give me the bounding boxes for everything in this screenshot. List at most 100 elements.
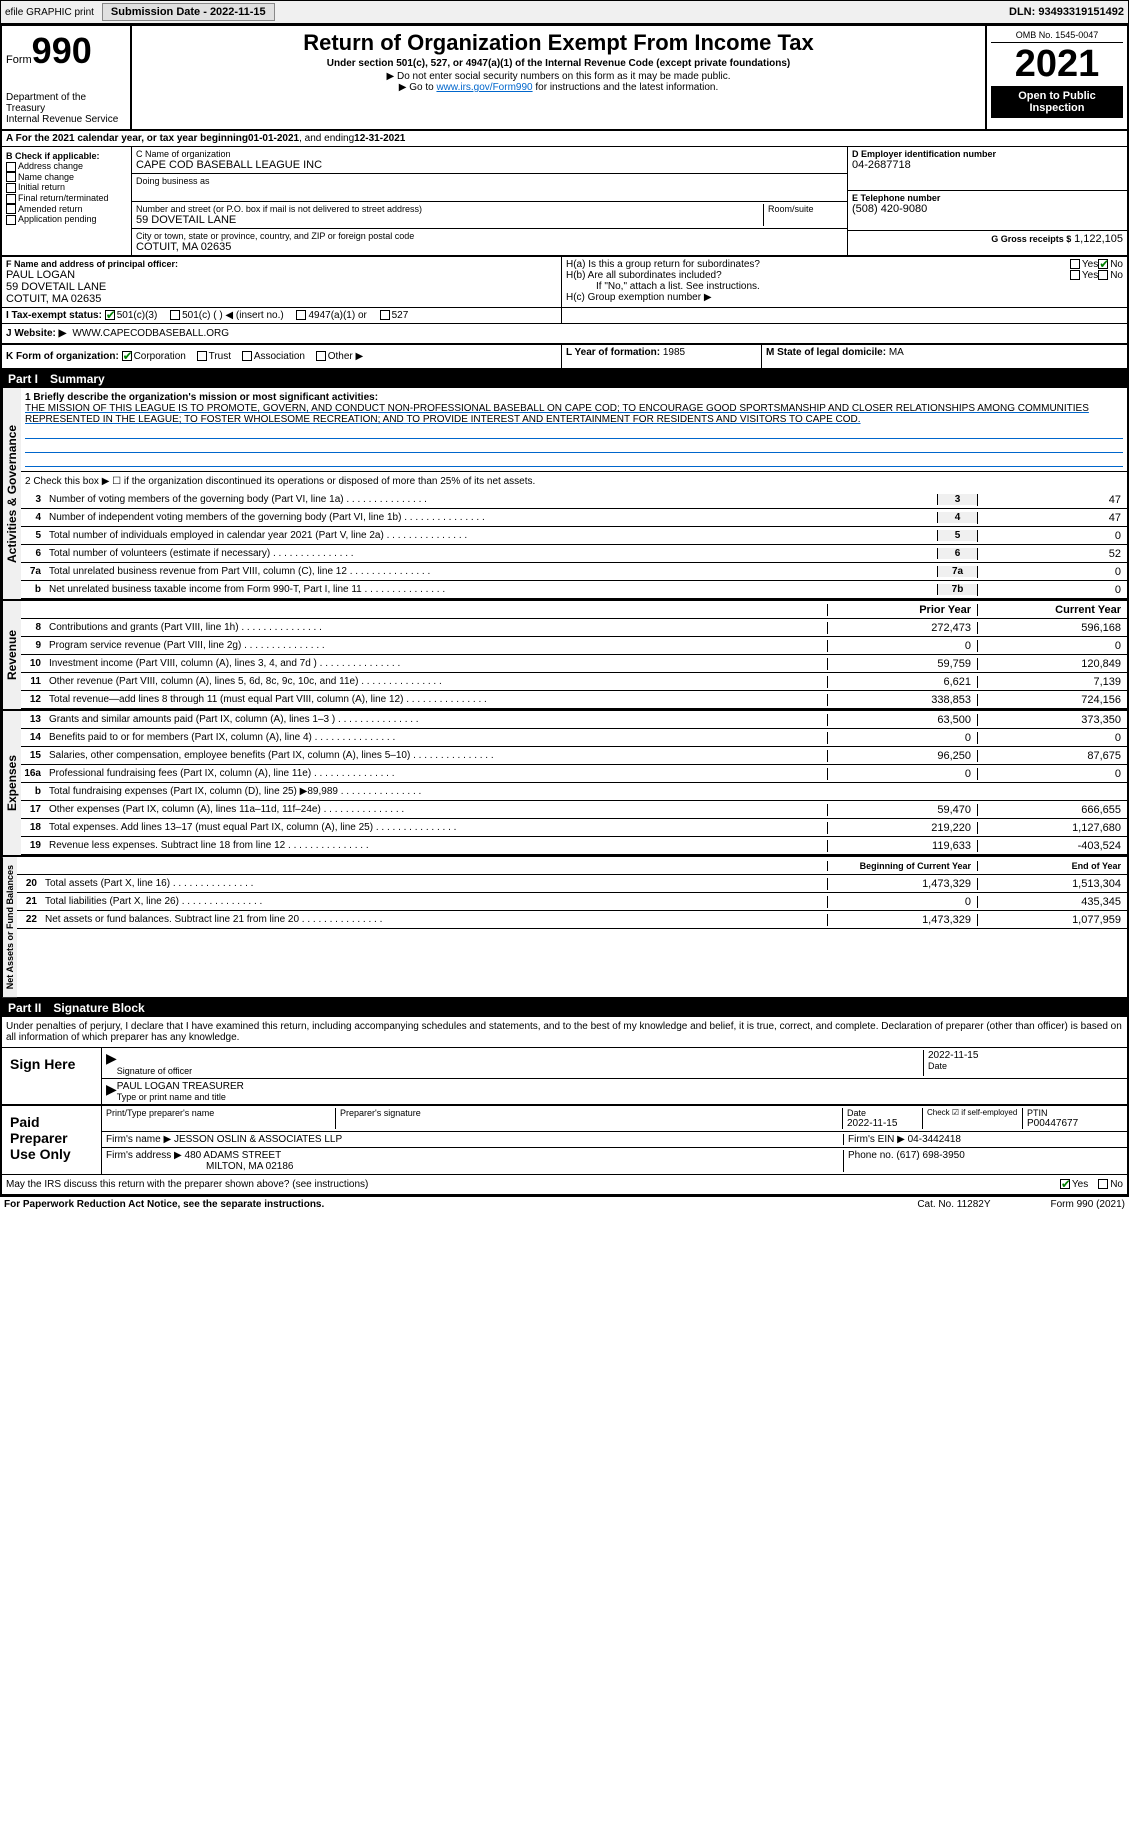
table-row: 12Total revenue—add lines 8 through 11 (… [21,691,1127,709]
form-label: Form [6,54,32,66]
firm-addr: 480 ADAMS STREET [185,1150,282,1161]
ptin: P00447677 [1027,1118,1123,1129]
cb-other[interactable] [316,351,326,361]
table-row: 20Total assets (Part X, line 16)1,473,32… [17,875,1127,893]
cb-discuss-no[interactable] [1098,1179,1108,1189]
cb-address[interactable] [6,162,16,172]
table-row: 15Salaries, other compensation, employee… [21,747,1127,765]
gross-receipts: 1,122,105 [1074,233,1123,245]
row-j: J Website: ▶ WWW.CAPECODBASEBALL.ORG [0,324,1129,345]
paid-preparer-label: Paid Preparer Use Only [2,1106,102,1174]
discuss-row: May the IRS discuss this return with the… [2,1174,1127,1194]
line2: 2 Check this box ▶ ☐ if the organization… [21,472,1127,491]
row-f-h: F Name and address of principal officer:… [0,257,1129,308]
table-row: 16aProfessional fundraising fees (Part I… [21,765,1127,783]
table-row: 17Other expenses (Part IX, column (A), l… [21,801,1127,819]
cb-initial[interactable] [6,183,16,193]
firm-name: JESSON OSLIN & ASSOCIATES LLP [174,1134,342,1145]
dept-label: Department of the Treasury [6,92,126,114]
signature-section: Under penalties of perjury, I declare th… [0,1017,1129,1196]
form-number: 990 [32,30,92,71]
side-revenue: Revenue [2,601,21,709]
table-row: 13Grants and similar amounts paid (Part … [21,711,1127,729]
mission-text: THE MISSION OF THIS LEAGUE IS TO PROMOTE… [25,403,1123,425]
table-row: 14Benefits paid to or for members (Part … [21,729,1127,747]
table-row: 4Number of independent voting members of… [21,509,1127,527]
form-subtitle: Under section 501(c), 527, or 4947(a)(1)… [136,58,981,69]
cb-527[interactable] [380,310,390,320]
table-row: 8Contributions and grants (Part VIII, li… [21,619,1127,637]
cb-discuss-yes[interactable] [1060,1179,1070,1189]
table-row: 9Program service revenue (Part VIII, lin… [21,637,1127,655]
sign-here-label: Sign Here [2,1048,102,1104]
cb-final[interactable] [6,194,16,204]
firm-phone: (617) 698-3950 [896,1150,964,1161]
netassets-section: Net Assets or Fund Balances Beginning of… [0,857,1129,999]
cb-4947[interactable] [296,310,306,320]
efile-label: efile GRAPHIC print [5,7,94,18]
org-name: CAPE COD BASEBALL LEAGUE INC [136,159,843,171]
tax-year: 2021 [991,43,1123,86]
table-row: bTotal fundraising expenses (Part IX, co… [21,783,1127,801]
year-formation: 1985 [663,347,685,358]
table-row: 11Other revenue (Part VIII, column (A), … [21,673,1127,691]
row-k-l-m: K Form of organization: Corporation Trus… [0,345,1129,370]
governance-section: Activities & Governance 1 Briefly descri… [0,388,1129,601]
section-b-to-g: B Check if applicable: Address change Na… [0,147,1129,257]
website: WWW.CAPECODBASEBALL.ORG [72,328,229,339]
state-domicile: MA [889,347,904,358]
open-inspection: Open to Public Inspection [991,86,1123,118]
table-row: 3Number of voting members of the governi… [21,491,1127,509]
table-row: 22Net assets or fund balances. Subtract … [17,911,1127,929]
revenue-section: Revenue Prior Year Current Year 8Contrib… [0,601,1129,711]
cb-pending[interactable] [6,215,16,225]
table-row: 18Total expenses. Add lines 13–17 (must … [21,819,1127,837]
org-city: COTUIT, MA 02635 [136,241,843,253]
table-row: 19Revenue less expenses. Subtract line 1… [21,837,1127,855]
table-row: 6Total number of volunteers (estimate if… [21,545,1127,563]
irs-label: Internal Revenue Service [6,114,126,125]
side-netassets: Net Assets or Fund Balances [2,857,17,997]
firm-ein: 04-3442418 [908,1134,961,1145]
form-header: Form990 Department of the Treasury Inter… [0,24,1129,131]
sig-date: 2022-11-15 [928,1050,1123,1061]
phone: (508) 420-9080 [852,203,1123,215]
declaration: Under penalties of perjury, I declare th… [2,1017,1127,1048]
cb-trust[interactable] [197,351,207,361]
cb-ha-yes[interactable] [1070,259,1080,269]
page-footer: For Paperwork Reduction Act Notice, see … [0,1196,1129,1212]
expenses-section: Expenses 13Grants and similar amounts pa… [0,711,1129,857]
cb-hb-no[interactable] [1098,270,1108,280]
cb-assoc[interactable] [242,351,252,361]
col-header-row2: Beginning of Current Year End of Year [17,857,1127,875]
dln-label: DLN: 93493319151492 [1009,6,1124,18]
side-governance: Activities & Governance [2,388,21,599]
row-i: I Tax-exempt status: 501(c)(3) 501(c) ( … [0,308,1129,324]
cb-corp[interactable] [122,351,132,361]
table-row: 5Total number of individuals employed in… [21,527,1127,545]
part2-header: Part II Signature Block [0,999,1129,1017]
table-row: 10Investment income (Part VIII, column (… [21,655,1127,673]
table-row: 7aTotal unrelated business revenue from … [21,563,1127,581]
omb-number: OMB No. 1545-0047 [991,30,1123,43]
cb-amended[interactable] [6,204,16,214]
box-b: B Check if applicable: Address change Na… [2,147,132,255]
submission-date-btn[interactable]: Submission Date - 2022-11-15 [102,3,275,21]
efile-header: efile GRAPHIC print Submission Date - 20… [0,0,1129,24]
irs-link[interactable]: www.irs.gov/Form990 [436,82,532,93]
cb-name[interactable] [6,172,16,182]
side-expenses: Expenses [2,711,21,855]
table-row: 21Total liabilities (Part X, line 26)043… [17,893,1127,911]
cb-hb-yes[interactable] [1070,270,1080,280]
cb-ha-no[interactable] [1098,259,1108,269]
period-row: A For the 2021 calendar year, or tax yea… [0,131,1129,147]
org-addr: 59 DOVETAIL LANE [136,214,763,226]
cb-501c[interactable] [170,310,180,320]
form-title: Return of Organization Exempt From Incom… [136,30,981,56]
note-goto: ▶ Go to www.irs.gov/Form990 for instruct… [136,82,981,93]
ein: 04-2687718 [852,159,1123,171]
col-header-row: Prior Year Current Year [21,601,1127,619]
officer-printed: PAUL LOGAN TREASURER [117,1081,1123,1092]
cb-501c3[interactable] [105,310,115,320]
note-ssn: ▶ Do not enter social security numbers o… [136,71,981,82]
